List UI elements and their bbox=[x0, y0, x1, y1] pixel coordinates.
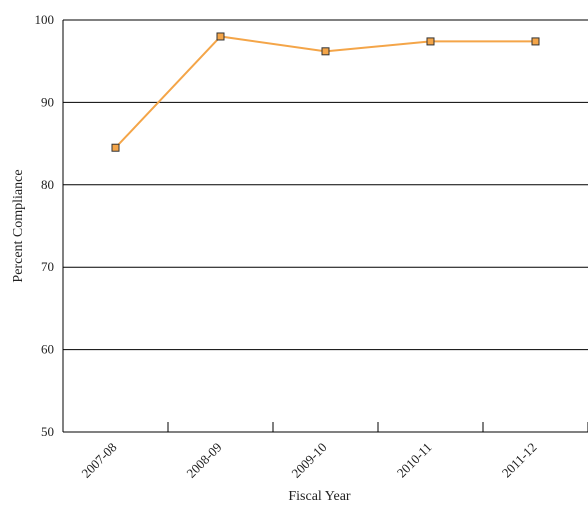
y-tick-label: 50 bbox=[41, 424, 54, 439]
y-tick-labels: 50 60 70 80 90 100 bbox=[35, 12, 55, 439]
axes bbox=[62, 20, 588, 433]
series bbox=[111, 32, 540, 152]
y-tick-label: 70 bbox=[41, 259, 54, 274]
y-axis-title: Percent Compliance bbox=[11, 169, 26, 282]
gridlines bbox=[63, 19, 588, 351]
data-point bbox=[216, 32, 225, 41]
x-axis-title: Fiscal Year bbox=[288, 489, 351, 504]
y-tick-label: 60 bbox=[41, 342, 54, 357]
y-tick-label: 80 bbox=[41, 177, 54, 192]
x-tick-label: 2008-09 bbox=[183, 440, 224, 481]
data-point bbox=[111, 143, 120, 152]
y-tick-label: 90 bbox=[41, 94, 54, 109]
data-point bbox=[426, 37, 435, 46]
x-tick-label: 2010-11 bbox=[394, 440, 435, 481]
x-tick-label: 2011-12 bbox=[499, 440, 540, 481]
data-point bbox=[321, 47, 330, 56]
x-tick-label: 2009-10 bbox=[288, 440, 329, 481]
y-tick-label: 100 bbox=[35, 12, 55, 27]
x-tick-label: 2007-08 bbox=[78, 440, 119, 481]
data-point bbox=[531, 37, 540, 46]
x-tick-labels: 2007-08 2008-09 2009-10 2010-11 2011-12 bbox=[78, 440, 539, 481]
